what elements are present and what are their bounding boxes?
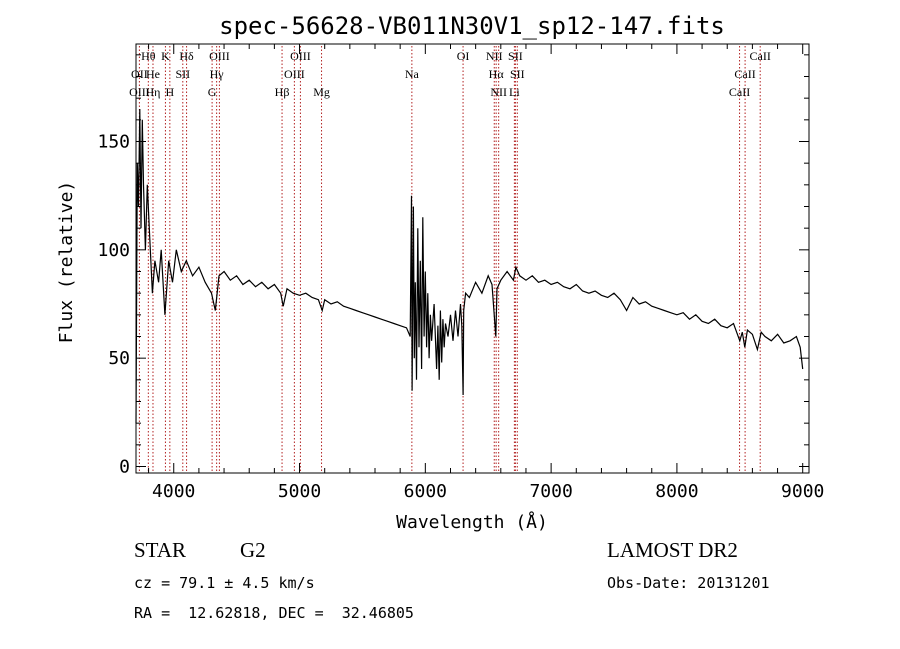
line-label-25: CaII [734,67,755,81]
line-label-12: Hβ [275,85,290,99]
chart-title: spec-56628-VB011N30V1_sp12-147.fits [219,12,725,40]
x-tick-label-8000: 8000 [655,481,698,502]
survey-name: LAMOST DR2 [607,538,738,562]
y-tick-label-50: 50 [108,348,130,369]
x-tick-label-5000: 5000 [278,481,321,502]
plot-frame [135,43,810,474]
emission-line-markers [138,46,761,473]
x-tick-label-9000: 9000 [781,481,824,502]
line-label-2: OIII [129,85,150,99]
line-label-6: H [166,85,175,99]
y-tick-label-150: 150 [97,132,130,153]
line-label-20: NII [490,85,507,99]
y-axis-label: Flux (relative) [56,181,77,344]
x-tick-label-7000: 7000 [529,481,572,502]
line-label-4: Hη [146,85,161,99]
line-label-21: SII [508,49,523,63]
y-axis-ticks: 0 50 100 150 [97,54,809,478]
line-label-11: G [208,85,217,99]
line-label-26: CaII [729,85,750,99]
line-label-22: SII [510,67,525,81]
line-label-14: OIII [290,49,311,63]
coordinates: RA = 12.62818, DEC = 32.46805 [134,604,414,622]
line-label-1: OII [131,67,148,81]
x-tick-label-6000: 6000 [404,481,447,502]
line-label-5: K [161,49,170,63]
line-label-24: CaII [750,49,771,63]
x-axis-label: Wavelength (Å) [396,511,548,533]
observation-date: Obs-Date: 20131201 [607,574,770,592]
object-subclass: G2 [240,538,266,562]
line-label-9: OIII [209,49,230,63]
object-class: STAR [134,538,186,562]
line-label-8: SII [175,67,190,81]
y-tick-label-0: 0 [119,457,130,478]
line-label-23: Li [509,85,520,99]
y-tick-label-100: 100 [97,240,130,261]
emission-line-labels: Hθ OII OIII He Hη K H Hδ SII OIII Hγ G Hβ OIII OIII Mg N… [129,49,771,99]
line-label-0: Hθ [141,49,156,63]
x-tick-label-4000: 4000 [152,481,195,502]
redshift-value: cz = 79.1 ± 4.5 km/s [134,574,315,592]
line-label-15: Mg [313,85,330,99]
x-axis-ticks: 4000 5000 6000 7000 8000 9000 [148,44,824,502]
spectrum-line [135,108,804,424]
line-label-18: NII [486,49,503,63]
line-label-13: OIII [284,67,305,81]
line-label-19: Hα [489,67,505,81]
line-label-17: OI [457,49,470,63]
line-label-7: Hδ [179,49,194,63]
line-label-16: Na [405,67,420,81]
line-label-10: Hγ [210,67,225,81]
line-label-3: He [146,67,160,81]
